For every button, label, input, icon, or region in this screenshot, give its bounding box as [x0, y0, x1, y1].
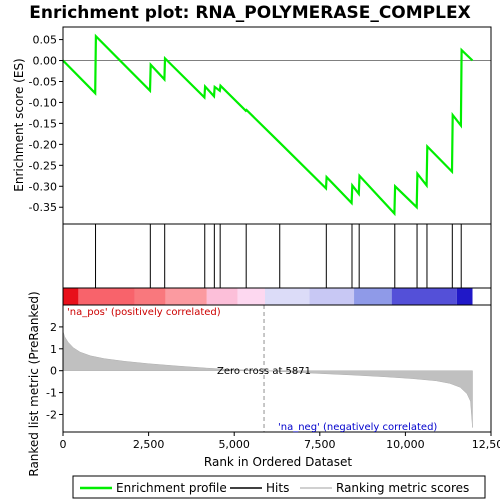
heatmap-band — [457, 288, 473, 305]
metric-tick-label: -2 — [46, 408, 57, 421]
x-axis-label: Rank in Ordered Dataset — [204, 455, 352, 469]
heatmap-band — [238, 288, 265, 305]
heatmap-band — [354, 288, 392, 305]
x-tick-label: 0 — [60, 438, 67, 451]
es-tick-label: 0.00 — [33, 55, 58, 68]
es-tick-label: 0.05 — [33, 34, 58, 47]
es-tick-label: -0.30 — [29, 180, 57, 193]
x-tick-label: 2,500 — [133, 438, 165, 451]
heatmap-band — [166, 288, 207, 305]
es-plot-area — [63, 27, 491, 224]
heatmap-band — [135, 288, 166, 305]
heatmap-band — [265, 288, 310, 305]
metric-tick-label: -1 — [46, 387, 57, 400]
es-tick-label: -0.20 — [29, 138, 57, 151]
x-tick-label: 10,000 — [386, 438, 425, 451]
hits-panel — [63, 224, 491, 288]
heatmap-band — [78, 288, 134, 305]
heatmap-band — [207, 288, 238, 305]
positive-correlation-label: 'na_pos' (positively correlated) — [67, 307, 221, 318]
metric-tick-label: 1 — [50, 343, 57, 356]
es-tick-label: -0.25 — [29, 159, 57, 172]
x-tick-label: 12,500 — [472, 438, 500, 451]
legend-profile-label: Enrichment profile — [116, 481, 227, 495]
es-tick-label: -0.05 — [29, 75, 57, 88]
chart-title: Enrichment plot: RNA_POLYMERASE_COMPLEX — [29, 3, 470, 23]
es-tick-label: -0.10 — [29, 96, 57, 109]
x-tick-label: 5,000 — [218, 438, 250, 451]
x-tick-label: 7,500 — [304, 438, 336, 451]
legend-hits-label: Hits — [266, 481, 289, 495]
heatmap-band — [63, 288, 78, 305]
metric-axis-label: Ranked list metric (PreRanked) — [27, 291, 41, 476]
es-tick-label: -0.35 — [29, 201, 57, 214]
metric-panel: 2 1 0 -1 -2 0 2,500 5,000 7,500 10,000 12,500 'na_p… — [46, 305, 500, 451]
legend-metric-label: Ranking metric scores — [336, 481, 469, 495]
legend: Enrichment profile Hits Ranking metric sco… — [73, 476, 485, 498]
metric-tick-label: 0 — [50, 365, 57, 378]
heatmap-band — [392, 288, 457, 305]
zero-cross-label: Zero cross at 5871 — [217, 366, 311, 377]
es-tick-label: -0.15 — [29, 117, 57, 130]
es-axis-label: Enrichment score (ES) — [12, 58, 26, 191]
metric-tick-label: 2 — [50, 321, 57, 334]
negative-correlation-label: 'na_neg' (negatively correlated) — [278, 422, 437, 433]
heatmap-panel — [63, 288, 491, 305]
heatmap-band — [310, 288, 355, 305]
es-panel: 0.05 0.00 -0.05 -0.10 -0.15 -0.20 -0.25 -0.30 -0… — [29, 27, 491, 224]
